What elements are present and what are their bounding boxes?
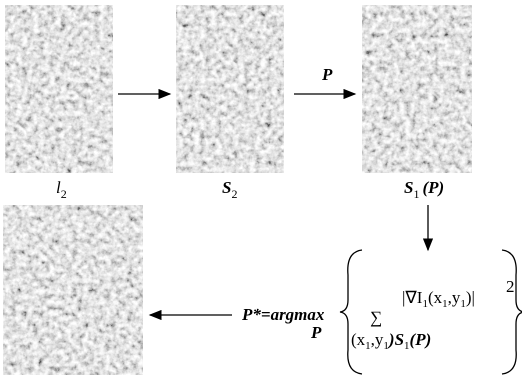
text-part: (P) [410,330,432,349]
text-part: (P) [422,178,444,197]
image-s1p [362,5,472,173]
text-part: 2 [231,187,237,201]
text-part: ,y [371,330,384,349]
node-label: S1(P) [404,178,444,201]
formula-under: P [310,323,322,342]
gradient-term: |∇I1(x1,y1)| [402,288,475,310]
text-part: 2 [61,187,67,201]
formula-lhs: P*=argmax [241,305,325,324]
text-part: (x [428,288,443,307]
left-brace [340,250,362,374]
power: 2 [506,277,515,296]
arrow-label: P [321,65,333,84]
image-s2 [176,5,284,173]
image-result [3,205,143,375]
diagram: P l2 S2 S1(P) P*=argmax P ∑ (x1,y1)S1(P)… [0,0,522,380]
node-label: S2 [222,178,237,201]
text-part: S [404,178,413,197]
image-l2 [5,5,113,173]
right-brace [502,250,522,374]
text-part: |∇I [402,288,423,307]
text-part: S [222,178,231,197]
sum-sign: ∑ [370,308,382,327]
node-label: l2 [56,178,67,201]
text-part: (x [351,330,366,349]
text-part: ,y [448,288,461,307]
text-part: 1 [413,187,419,201]
sum-index: (x1,y1)S1(P) [351,330,431,352]
text-part: )| [466,288,475,307]
text-part: )S [387,330,404,349]
